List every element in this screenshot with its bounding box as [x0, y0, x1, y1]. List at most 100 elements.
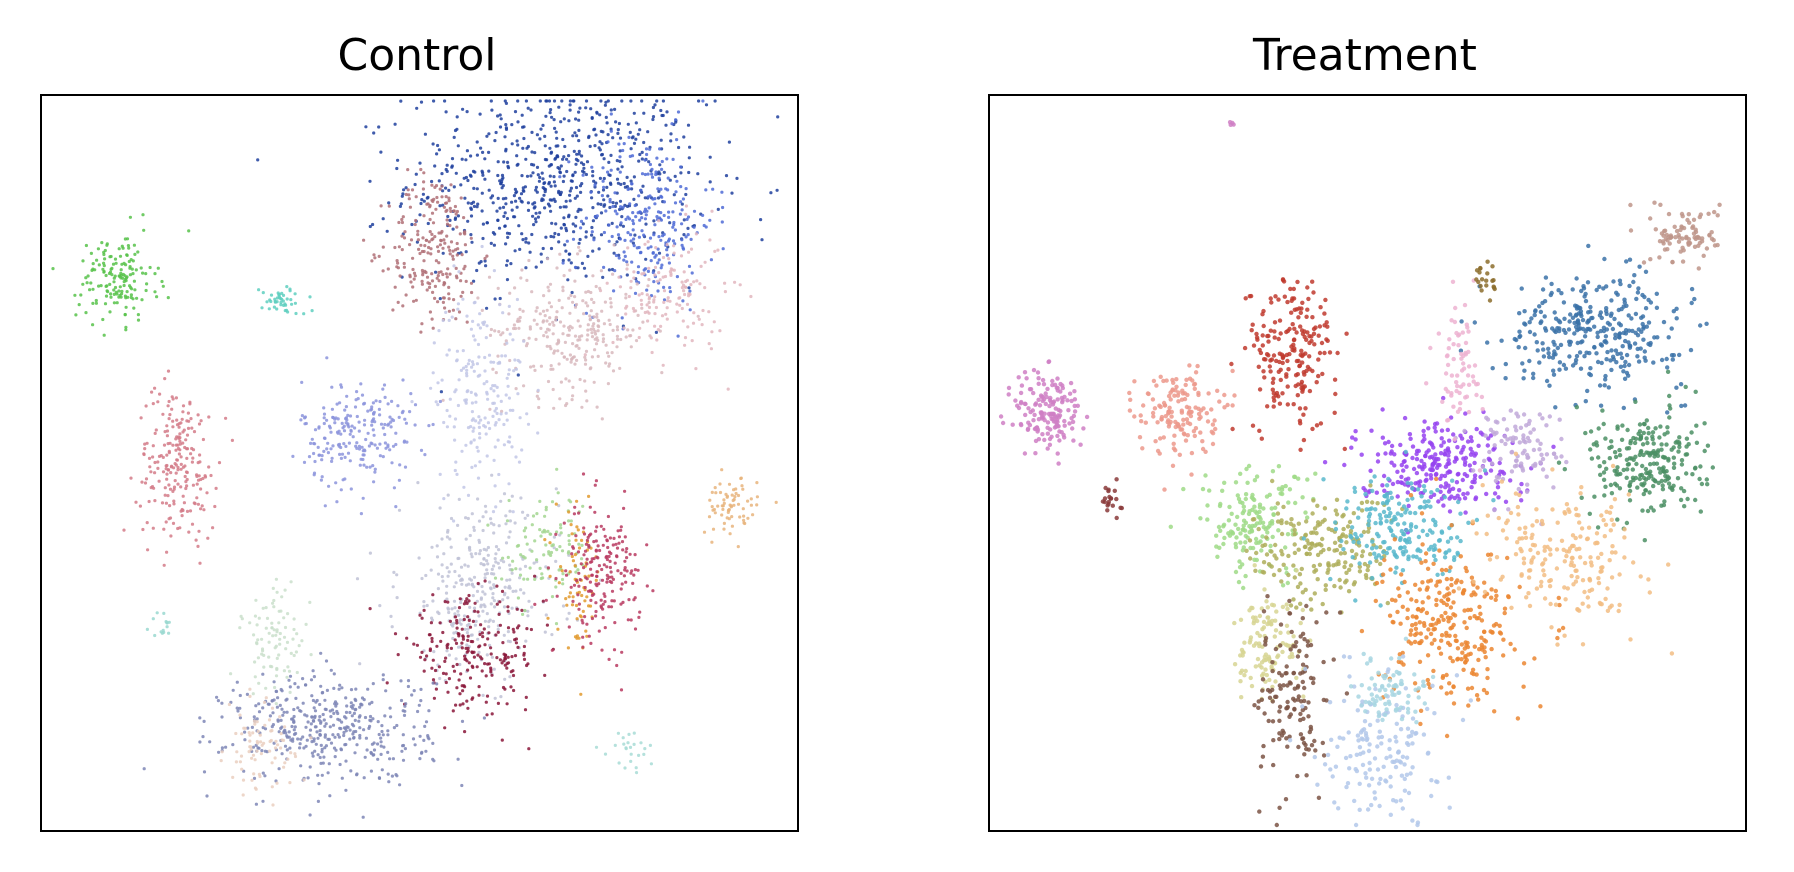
scatter-point: [471, 640, 475, 644]
scatter-point: [365, 748, 369, 752]
scatter-point: [609, 112, 613, 116]
scatter-point: [348, 414, 353, 418]
scatter-point: [519, 276, 523, 280]
scatter-point: [283, 302, 287, 306]
scatter-point: [498, 296, 502, 301]
scatter-point: [655, 338, 659, 342]
scatter-point: [579, 562, 583, 566]
scatter-point: [435, 644, 439, 648]
scatter-point: [119, 268, 123, 272]
scatter-point: [543, 206, 547, 210]
scatter-point: [447, 199, 451, 203]
scatter-point: [1670, 259, 1675, 265]
scatter-point: [422, 669, 426, 673]
scatter-point: [568, 99, 573, 103]
scatter-point: [622, 326, 626, 330]
scatter-point: [593, 337, 597, 341]
scatter-point: [659, 266, 663, 270]
scatter-point: [651, 115, 656, 119]
scatter-point: [292, 728, 296, 732]
scatter-point: [503, 354, 507, 358]
scatter-point: [484, 548, 488, 552]
scatter-point: [248, 694, 252, 699]
scatter-point: [447, 653, 451, 657]
scatter-point: [487, 188, 491, 192]
scatter-point: [406, 168, 410, 172]
scatter-point: [1602, 460, 1607, 465]
scatter-point: [490, 572, 494, 576]
scatter-point: [367, 444, 371, 448]
scatter-point: [738, 515, 742, 519]
scatter-point: [400, 217, 404, 222]
scatter-point: [574, 162, 578, 166]
scatter-point: [182, 501, 186, 505]
scatter-point: [688, 308, 692, 312]
scatter-point: [721, 205, 725, 210]
scatter-point: [491, 201, 495, 205]
scatter-point: [349, 429, 353, 433]
scatter-point: [510, 606, 514, 610]
scatter-point: [476, 342, 481, 347]
scatter-point: [523, 564, 528, 569]
scatter-point: [336, 443, 341, 447]
scatter-point: [1542, 314, 1547, 319]
scatter-point: [422, 604, 426, 608]
scatter-point: [518, 360, 522, 364]
scatter-point: [438, 621, 442, 625]
scatter-point: [472, 575, 477, 579]
scatter-point: [1277, 401, 1283, 406]
scatter-point: [1698, 509, 1704, 514]
scatter-point: [721, 507, 725, 511]
scatter-point: [1697, 235, 1702, 241]
scatter-point: [416, 229, 420, 233]
scatter-point: [1595, 359, 1601, 365]
scatter-point: [420, 616, 424, 620]
scatter-point: [616, 233, 621, 237]
scatter-point: [308, 295, 312, 299]
scatter-point: [1047, 403, 1052, 409]
scatter-point: [191, 456, 195, 460]
scatter-point: [324, 744, 328, 748]
scatter-point: [1697, 476, 1702, 482]
scatter-point: [460, 684, 464, 688]
scatter-point: [519, 496, 523, 500]
scatter-point: [1626, 328, 1632, 333]
scatter-point: [1637, 264, 1642, 269]
scatter-point: [264, 686, 268, 690]
scatter-point: [402, 265, 406, 269]
scatter-point: [1043, 391, 1048, 396]
scatter-point: [524, 99, 529, 103]
scatter-point: [1229, 361, 1234, 367]
scatter-point: [611, 136, 615, 140]
scatter-point: [606, 514, 611, 519]
scatter-point: [561, 572, 565, 576]
scatter-point: [596, 329, 600, 333]
scatter-point: [544, 235, 548, 239]
scatter-point: [444, 186, 448, 190]
scatter-point: [625, 569, 629, 573]
scatter-point: [388, 757, 392, 761]
scatter-point: [1588, 372, 1594, 378]
scatter-point: [201, 476, 205, 481]
scatter-point: [411, 256, 415, 260]
scatter-point: [1314, 423, 1320, 428]
scatter-point: [299, 418, 303, 422]
scatter-point: [584, 311, 589, 315]
scatter-point: [402, 713, 407, 718]
scatter-point: [419, 448, 424, 452]
scatter-point: [516, 120, 520, 124]
scatter-point: [485, 568, 489, 572]
scatter-point: [1609, 348, 1614, 353]
scatter-point: [1676, 449, 1681, 454]
scatter-point: [1521, 376, 1526, 381]
scatter-point: [256, 729, 260, 734]
scatter-point: [1591, 442, 1597, 447]
scatter-point: [338, 726, 342, 730]
scatter-point: [420, 282, 424, 286]
scatter-point: [508, 530, 512, 534]
scatter-point: [640, 150, 644, 154]
scatter-point: [257, 288, 261, 292]
scatter-point: [568, 311, 572, 315]
scatter-point: [109, 295, 113, 299]
scatter-point: [142, 228, 146, 232]
